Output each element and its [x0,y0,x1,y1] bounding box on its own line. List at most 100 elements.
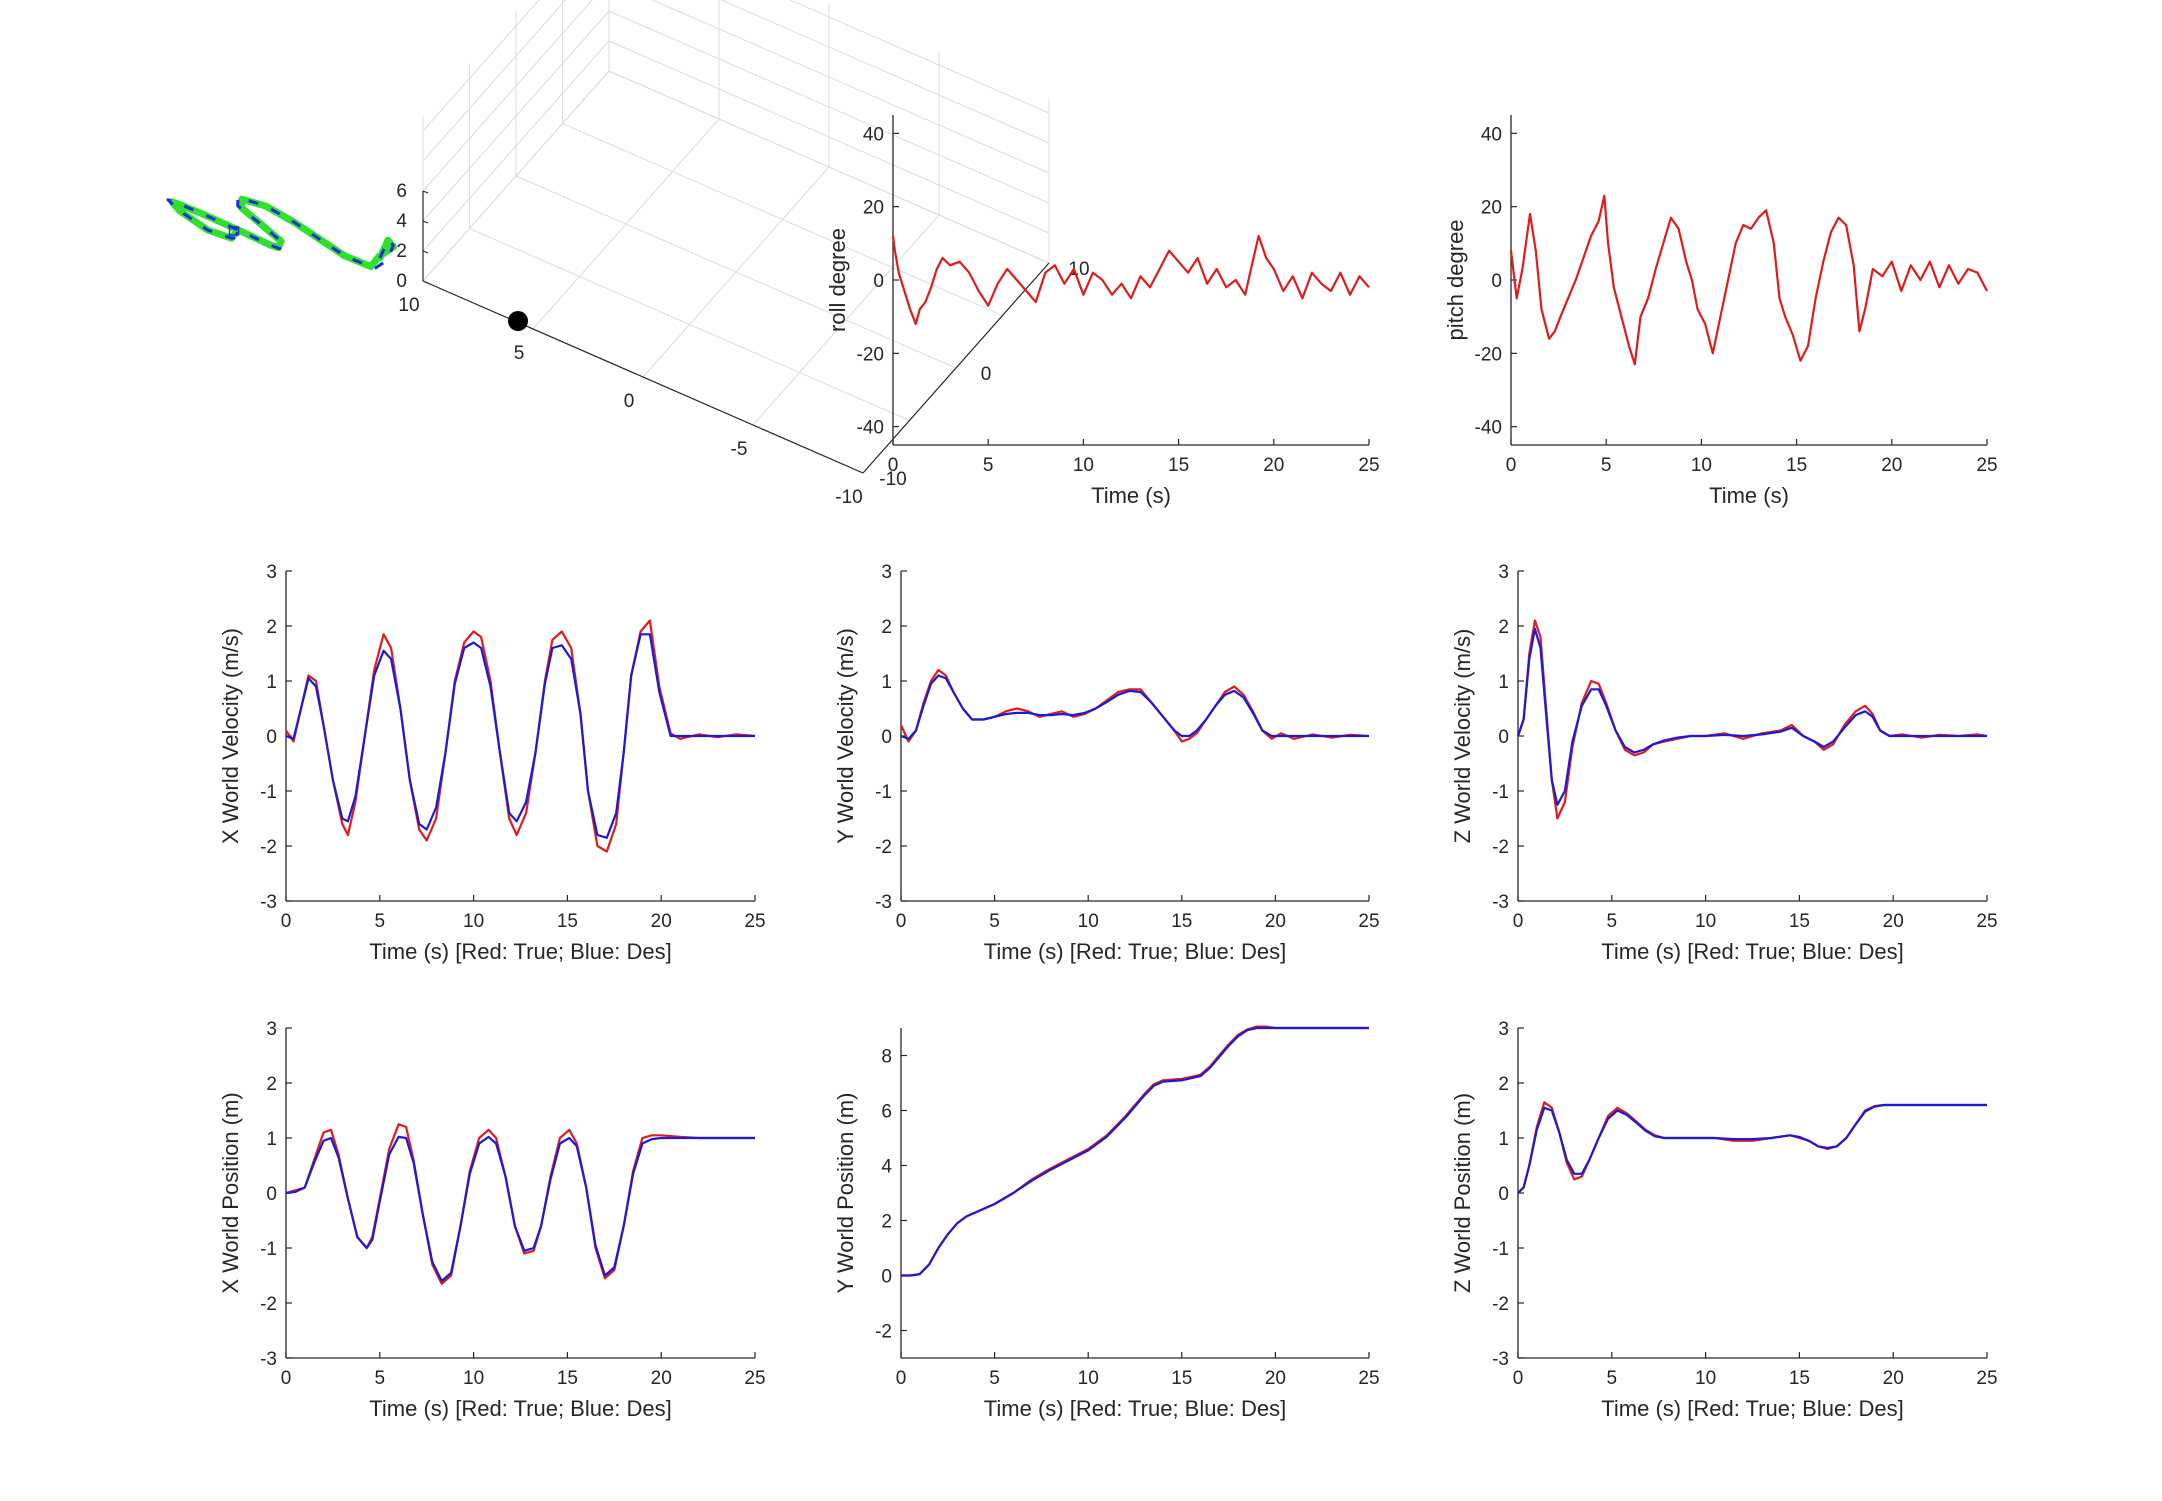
roll-x-tick-label: 25 [1358,455,1379,476]
pitch-y-axis-label: pitch degree [1443,219,1468,340]
x-axis-3d [422,280,864,474]
x-tick-label-3d: 5 [514,343,525,364]
roll-x-tick-label: 20 [1263,455,1284,476]
zvel-x-tick-label: 25 [1976,911,1997,932]
pitch-x-tick-label: 5 [1601,455,1612,476]
zpos-y-tick-label: 1 [1498,1129,1509,1150]
xvel-y-tick-label: -2 [260,837,277,858]
xvel-x-axis-label: Time (s) [Red: True; Blue: Des] [369,939,671,964]
grid-side-wall-line [422,0,540,132]
xpos-x-tick-label: 0 [281,1368,292,1389]
yvel-y-axis-label: Y World Velocity (m/s) [833,628,858,844]
xvel-x-tick-label: 0 [281,911,292,932]
pitch-x-tick-label: 10 [1691,455,1712,476]
grid-floor-line [752,214,940,426]
grid-side-wall-line [422,70,610,282]
pitch-plot: 0 5 10 15 20 25 -40 -20 0 20 40 Time (s) pitch degre… [1443,115,1998,508]
grid-back-wall-line [608,40,1050,234]
roll-x-tick-label: 0 [888,455,899,476]
y-velocity-plot: 0 5 10 15 20 25 -3 -2 -1 0 1 2 3 Time (s) [Red: True;… [833,562,1380,964]
roll-plot: 0 5 10 15 20 25 -40 -20 0 20 40 Time (s) roll degree [825,115,1380,508]
xvel-x-tick-label: 5 [375,911,386,932]
zpos-y-tick-label: 2 [1498,1074,1509,1095]
zvel-y-tick-label: 2 [1498,617,1509,638]
ypos-y-tick-label: 6 [881,1102,892,1123]
pitch-x-axis-label: Time (s) [1709,483,1789,508]
yvel-y-tick-label: -2 [875,837,892,858]
zvel-x-tick-label: 20 [1883,911,1904,932]
grid-side-wall-line [422,0,593,192]
y-tick-label-3d: 10 [1068,259,1089,280]
zvel-y-tick-label: -1 [1492,782,1509,803]
pitch-series-true [1509,194,1988,366]
zvel-x-tick-label: 0 [1513,911,1524,932]
trajectory-3d-lines [166,195,528,331]
x-tick-label-3d: -10 [835,487,862,508]
z-tick-3d [422,250,429,254]
ypos-x-tick-label: 15 [1171,1368,1192,1389]
roll-x-axis-label: Time (s) [1091,483,1171,508]
yvel-x-tick-label: 10 [1078,911,1099,932]
zvel-x-tick-label: 10 [1695,911,1716,932]
pitch-x-tick-label: 20 [1881,455,1902,476]
zpos-y-tick-label: -2 [1492,1294,1509,1315]
pitch-y-tick-label: 20 [1481,198,1502,219]
roll-x-tick-label: 10 [1073,455,1094,476]
xvel-y-tick-label: 3 [266,562,277,583]
ypos-x-tick-label: 5 [989,1368,1000,1389]
ypos-y-tick-label: 2 [881,1212,892,1233]
roll-y-tick-label: 0 [873,271,884,292]
trajectory-3d-grid [422,0,1050,474]
ypos-x-tick-label: 25 [1358,1368,1379,1389]
ypos-x-axis-label: Time (s) [Red: True; Blue: Des] [984,1396,1286,1421]
roll-x-tick-label: 5 [983,455,994,476]
grid-back-wall-line [788,0,1050,114]
roll-y-tick-label: -40 [857,418,884,439]
xpos-y-tick-label: 3 [266,1019,277,1040]
zvel-y-tick-label: 1 [1498,672,1509,693]
grid-side-wall-line [422,40,610,252]
start-marker [508,311,528,331]
xvel-x-tick-label: 15 [557,911,578,932]
yvel-y-tick-label: 2 [881,617,892,638]
xvel-y-axis-label: X World Velocity (m/s) [218,628,243,844]
grid-side-wall-line [422,0,567,162]
grid-back-wall-line [720,0,1050,144]
x-velocity-plot: 0 5 10 15 20 25 -3 -2 -1 0 1 2 3 Time (s) [Red: True;… [218,562,766,964]
pitch-y-tick-label: -40 [1475,418,1502,439]
ypos-x-tick-label: 20 [1265,1368,1286,1389]
zpos-y-tick-label: -3 [1492,1349,1509,1370]
xpos-y-tick-label: 1 [266,1129,277,1150]
x-tick-label-3d: 10 [398,295,419,316]
yvel-y-tick-label: -1 [875,782,892,803]
zvel-x-tick-label: 5 [1607,911,1618,932]
z-tick-3d [422,190,429,194]
yvel-y-tick-label: -3 [875,892,892,913]
roll-y-axis-label: roll degree [825,228,850,332]
xpos-y-tick-label: 0 [266,1184,277,1205]
yvel-x-tick-label: 15 [1171,911,1192,932]
xpos-y-tick-label: 2 [266,1074,277,1095]
z-tick-label-3d: 2 [396,241,407,262]
zpos-y-tick-label: 3 [1498,1019,1509,1040]
z-position-plot: 0 5 10 15 20 25 -3 -2 -1 0 1 2 3 Time (s) [Red: True;… [1450,1019,1998,1421]
ypos-y-axis-label: Y World Position (m) [833,1093,858,1294]
xpos-y-tick-label: -1 [260,1239,277,1260]
grid-back-wall-line [608,10,1050,204]
xpos-y-axis-label: X World Position (m) [218,1092,243,1293]
zpos-x-tick-label: 0 [1513,1368,1524,1389]
pitch-x-tick-label: 0 [1506,455,1517,476]
xpos-x-tick-label: 10 [463,1368,484,1389]
yvel-y-tick-label: 1 [881,672,892,693]
zpos-y-tick-label: -1 [1492,1239,1509,1260]
pitch-x-tick-label: 25 [1976,455,1997,476]
roll-y-tick-label: -20 [857,344,884,365]
zvel-y-axis-label: Z World Velocity (m/s) [1450,629,1475,844]
zvel-series-desired [1516,627,1987,806]
yvel-x-tick-label: 25 [1358,911,1379,932]
trajectory-true-path [166,195,395,270]
zvel-y-tick-label: 3 [1498,562,1509,583]
x-tick-label-3d: 0 [624,391,635,412]
